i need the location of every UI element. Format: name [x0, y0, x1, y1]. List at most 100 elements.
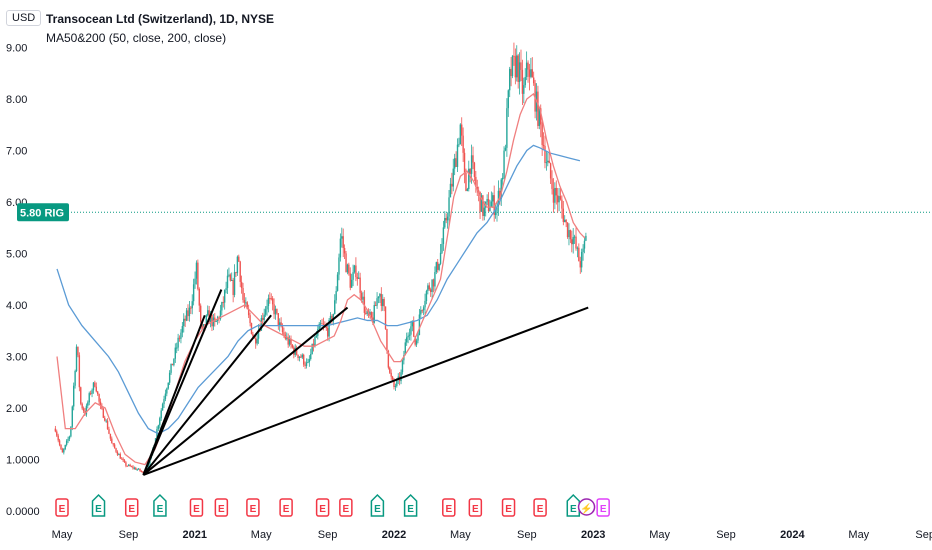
earnings-event-marker[interactable]: E — [279, 498, 293, 517]
candle-body — [56, 431, 58, 436]
candle-body — [157, 425, 160, 430]
candle-body — [209, 314, 212, 323]
candle-body — [518, 62, 521, 82]
candle-body — [530, 69, 532, 77]
event-label: E — [505, 504, 512, 515]
event-label: E — [407, 504, 414, 515]
candle-body — [264, 309, 267, 315]
earnings-event-marker[interactable]: E — [153, 493, 167, 517]
y-tick-label: 7.00 — [6, 146, 27, 158]
candle-body — [458, 144, 460, 146]
earnings-event-marker[interactable]: E — [214, 498, 229, 517]
candle-body — [318, 323, 320, 330]
event-label: E — [193, 504, 200, 515]
candle-body — [451, 183, 453, 187]
earnings-event-marker[interactable]: E — [55, 498, 69, 517]
x-tick-label: 2022 — [382, 529, 406, 541]
candle-body — [401, 360, 404, 373]
candle-body — [190, 307, 192, 309]
candle-body — [422, 307, 425, 311]
earnings-event-marker[interactable]: E — [533, 498, 547, 517]
candle-body — [311, 343, 313, 355]
candle-body — [297, 354, 299, 358]
earnings-event-marker[interactable]: E — [124, 498, 139, 517]
candle-body — [329, 315, 332, 320]
x-tick-label: Sep — [517, 529, 537, 541]
candle-body — [184, 318, 186, 321]
candle-body — [417, 334, 419, 341]
candle-body — [108, 429, 110, 434]
candle-body — [80, 387, 82, 404]
candle-body — [91, 390, 93, 394]
candle-body — [212, 317, 215, 327]
candle-body — [449, 183, 452, 198]
x-tick-label: 2024 — [780, 529, 805, 541]
candle-body — [67, 438, 69, 441]
candle-body — [245, 302, 247, 304]
candle-body — [263, 314, 265, 321]
earnings-event-marker[interactable]: E — [501, 498, 516, 517]
candle-body — [219, 310, 222, 319]
candle-body — [260, 318, 263, 331]
candle-body — [191, 301, 193, 309]
candle-body — [521, 69, 524, 94]
earnings-event-marker[interactable]: E — [370, 493, 385, 517]
earnings-event-marker[interactable]: E — [246, 498, 260, 517]
candle-body — [239, 261, 241, 282]
candle-body — [442, 227, 445, 244]
candle-body — [411, 320, 414, 327]
event-badge — [442, 498, 456, 517]
candle-body — [377, 296, 380, 299]
candle-body — [510, 68, 512, 77]
earnings-event-marker[interactable]: E — [403, 493, 418, 517]
candle-body — [359, 277, 361, 293]
candle-body — [57, 435, 59, 441]
candle-body — [222, 302, 224, 304]
event-badge — [370, 493, 385, 517]
candle-body — [321, 323, 323, 325]
earnings-event-marker[interactable]: E — [91, 493, 106, 517]
event-label: E — [319, 504, 326, 515]
candle-body — [513, 55, 515, 57]
candle-body — [286, 337, 288, 339]
candle-body — [428, 285, 430, 290]
trend-line — [142, 314, 272, 476]
candle-body — [287, 337, 289, 345]
candle-body — [133, 467, 136, 469]
earnings-event-marker[interactable]: E — [596, 498, 610, 517]
earnings-event-marker[interactable]: E — [339, 498, 353, 517]
candle-body — [490, 201, 493, 208]
candle-body — [73, 385, 75, 407]
x-tick-label: May — [251, 529, 272, 541]
candle-body — [226, 275, 229, 289]
candle-body — [81, 403, 83, 409]
candle-body — [429, 289, 432, 292]
event-label: E — [95, 504, 102, 515]
candle-body — [168, 372, 171, 383]
earnings-event-marker[interactable]: E — [468, 498, 483, 517]
candle-body — [315, 335, 318, 337]
earnings-event-marker[interactable]: E — [315, 498, 330, 517]
price-tag-value: 5.80 RIG — [20, 207, 64, 219]
earnings-event-marker[interactable]: E — [189, 498, 204, 517]
candle-body — [58, 440, 61, 445]
earnings-event-marker[interactable]: E — [566, 493, 581, 517]
candle-body — [555, 187, 557, 196]
candle-body — [185, 310, 188, 321]
candle-body — [94, 382, 96, 387]
candle-body — [137, 468, 140, 470]
earnings-event-marker[interactable]: E — [442, 498, 456, 517]
candle-body — [142, 471, 144, 473]
candle-body — [366, 311, 368, 314]
candle-body — [207, 310, 209, 316]
candle-body — [314, 336, 316, 347]
candle-body — [295, 347, 298, 355]
candle-body — [280, 322, 282, 327]
candle-body — [177, 337, 179, 348]
candle-body — [54, 428, 57, 432]
earnings-event-marker[interactable]: ⚡ — [577, 498, 596, 516]
candle-body — [338, 257, 340, 275]
currency-label[interactable]: USD — [6, 10, 42, 26]
candle-body — [362, 296, 364, 300]
